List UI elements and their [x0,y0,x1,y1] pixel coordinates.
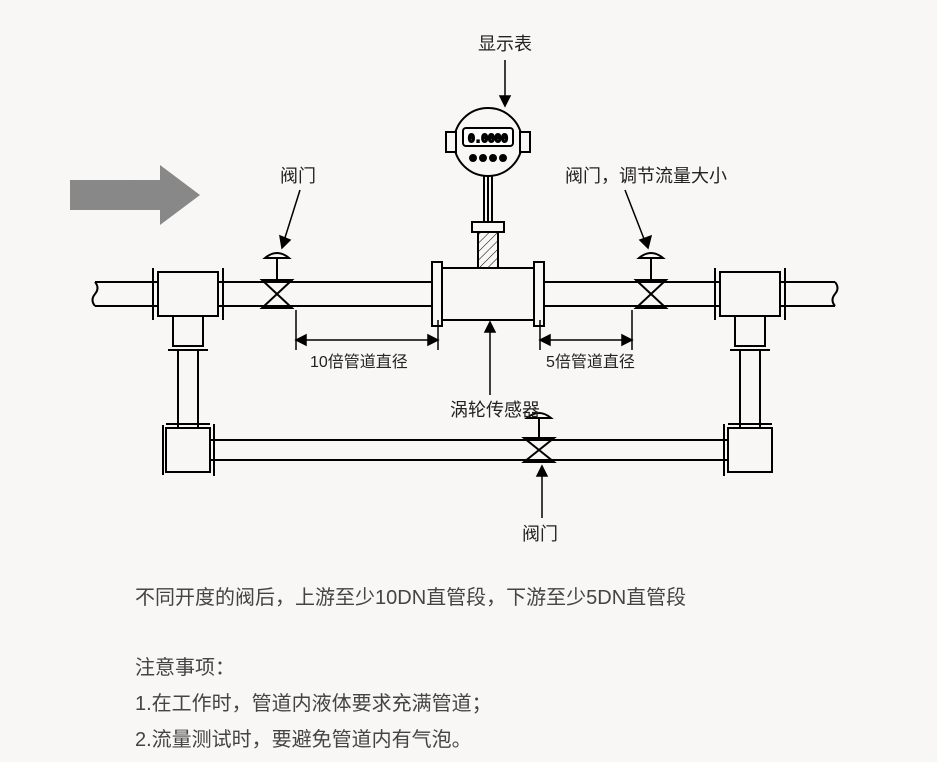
label-valve-bottom: 阀门 [522,520,558,546]
label-upstream: 10倍管道直径 [310,348,408,372]
label-valve-right: 阀门，调节流量大小 [565,162,727,188]
display-reading-text: 0.0000 [468,132,508,145]
dim-downstream [540,310,632,350]
caption: 不同开度的阀后，上游至少10DN直管段，下游至少5DN直管段 [135,580,686,616]
pipe-diagram-svg: 0.0000 [0,0,937,550]
flow-label: FLOW [78,176,168,208]
note-1: 1.在工作时，管道内液体要求充满管道； [135,686,492,722]
tee-right [715,268,785,350]
display-head: 0.0000 [446,108,530,176]
label-downstream: 5倍管道直径 [546,348,635,372]
dim-upstream [296,310,438,350]
note-2: 2.流量测试时，要避免管道内有气泡。 [135,722,472,758]
valve-right [636,253,666,308]
notes-title: 注意事项： [135,650,235,686]
meter-body [432,170,544,326]
label-sensor: 涡轮传感器 [450,396,540,422]
label-valve-left: 阀门 [280,162,316,188]
valve-left [262,253,292,308]
tee-left [153,268,223,350]
label-display: 显示表 [478,30,532,56]
diagram-canvas: 0.0000 [0,0,937,762]
